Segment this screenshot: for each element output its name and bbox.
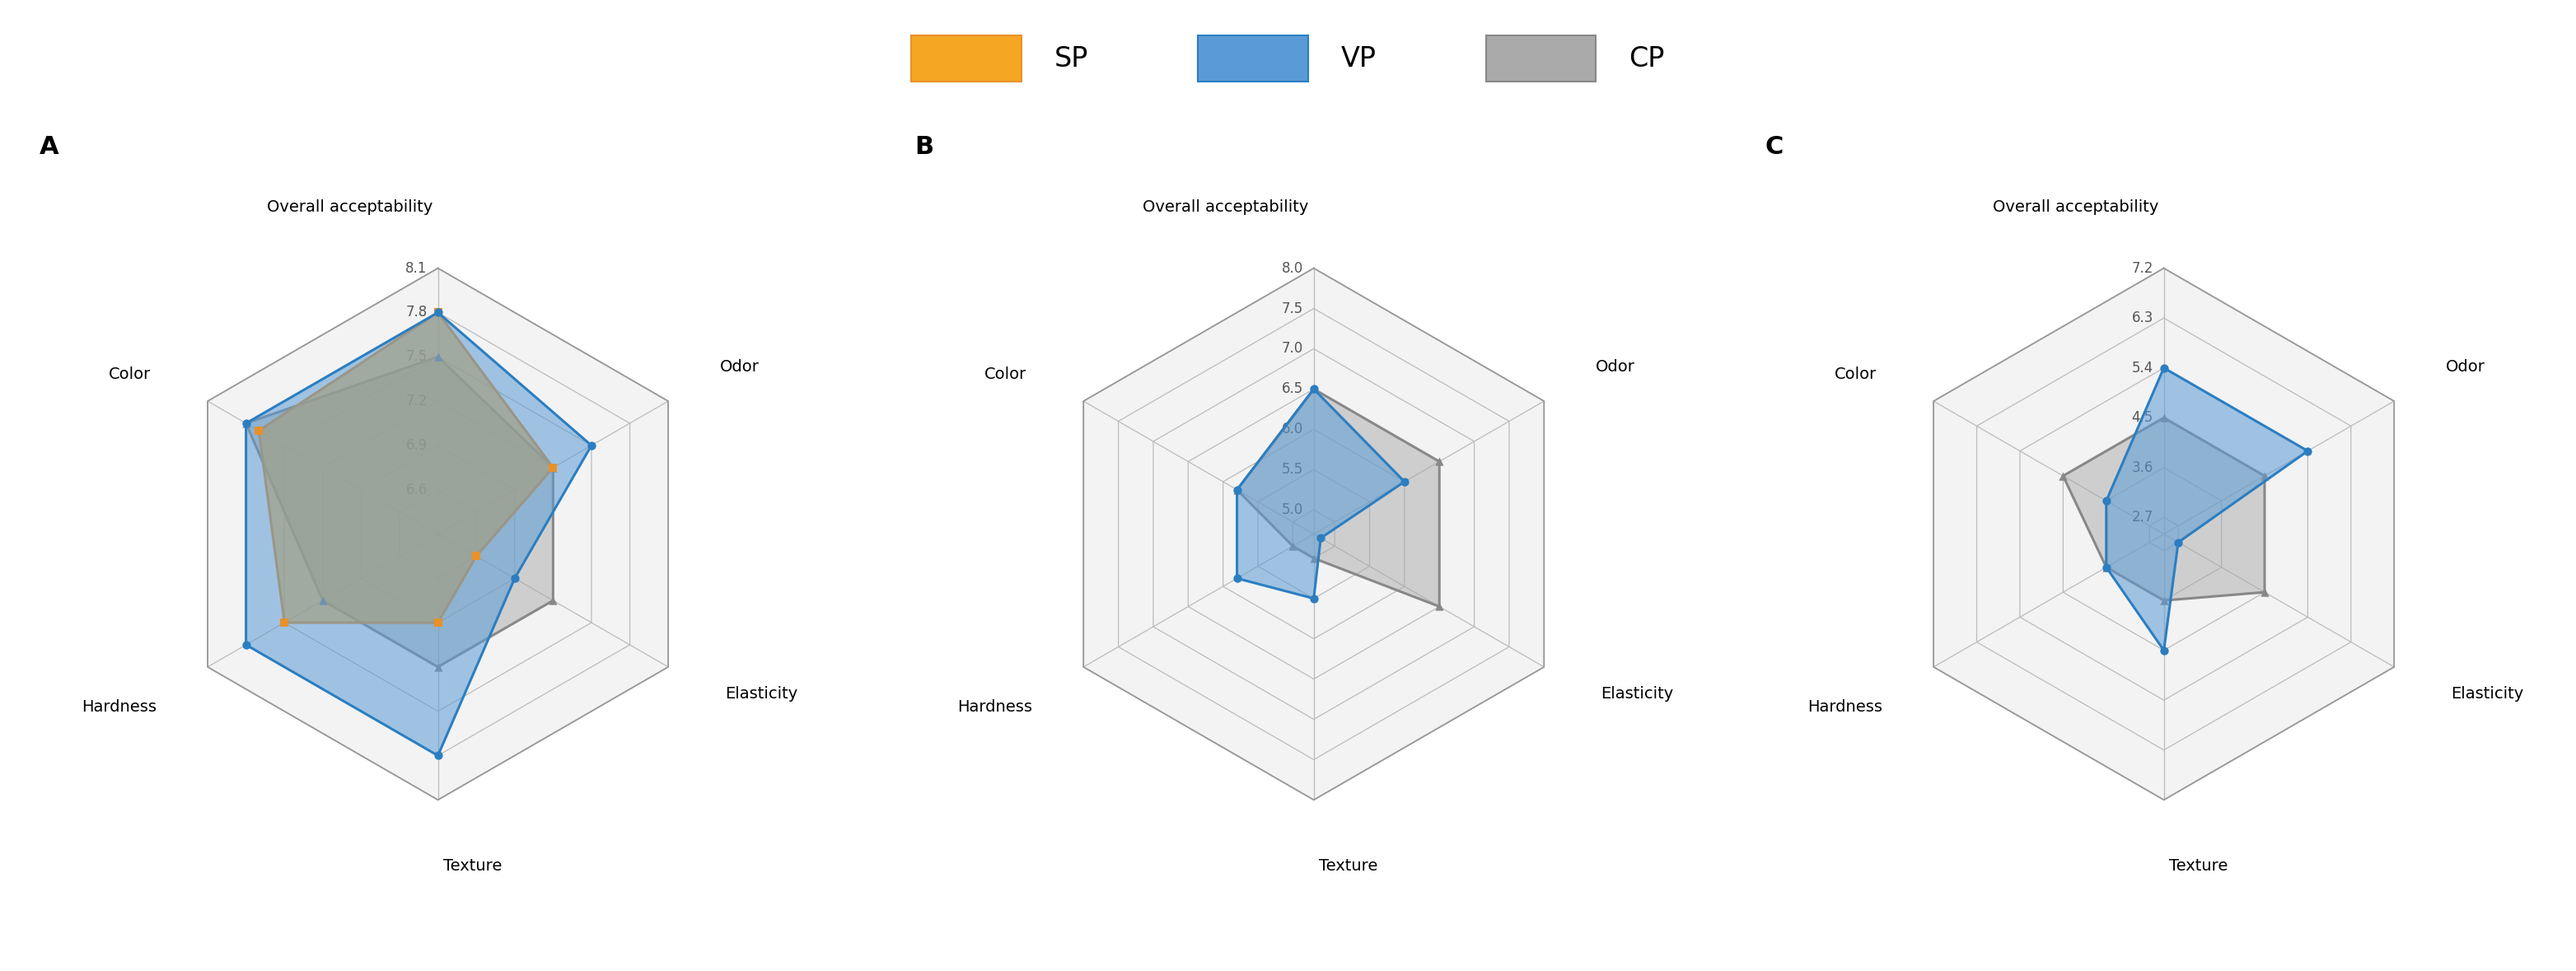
Text: Color: Color — [108, 367, 152, 383]
Point — [417, 305, 459, 320]
Polygon shape — [247, 313, 592, 755]
Text: Color: Color — [984, 367, 1028, 383]
Text: 7.8: 7.8 — [404, 305, 428, 319]
Point — [2087, 559, 2128, 575]
Text: 8.0: 8.0 — [1280, 261, 1303, 276]
Point — [227, 637, 268, 653]
Point — [417, 349, 459, 364]
Point — [533, 460, 574, 476]
Text: Elasticity: Elasticity — [1600, 686, 1674, 701]
Text: Odor: Odor — [1595, 359, 1636, 375]
Polygon shape — [2063, 418, 2264, 600]
Text: 7.0: 7.0 — [1280, 342, 1303, 356]
Point — [2087, 559, 2128, 575]
Text: 2.7: 2.7 — [2130, 510, 2154, 525]
Point — [1273, 538, 1314, 553]
Text: 6.5: 6.5 — [1280, 382, 1303, 396]
Text: 7.2: 7.2 — [2130, 261, 2154, 276]
Point — [2143, 410, 2184, 425]
Point — [1293, 382, 1334, 397]
Point — [417, 305, 459, 320]
Polygon shape — [258, 313, 554, 622]
Point — [1383, 474, 1425, 489]
Text: Hardness: Hardness — [82, 699, 157, 715]
Point — [2159, 535, 2200, 551]
Text: 6.9: 6.9 — [404, 438, 428, 452]
Point — [1293, 382, 1334, 397]
Point — [456, 549, 497, 564]
Point — [572, 438, 613, 453]
Text: 6.6: 6.6 — [404, 483, 428, 497]
Point — [263, 615, 304, 630]
Point — [1301, 530, 1342, 546]
Point — [2143, 360, 2184, 376]
Text: Hardness: Hardness — [958, 699, 1033, 715]
Text: 7.5: 7.5 — [404, 350, 428, 364]
Text: 4.5: 4.5 — [2130, 411, 2154, 425]
Point — [2287, 443, 2329, 458]
Polygon shape — [1935, 268, 2393, 800]
Point — [1293, 551, 1334, 566]
Text: 6.3: 6.3 — [2130, 311, 2154, 325]
Point — [1216, 482, 1257, 497]
Point — [417, 748, 459, 763]
Polygon shape — [2107, 368, 2308, 651]
Polygon shape — [247, 356, 554, 667]
Point — [1293, 590, 1334, 606]
Point — [533, 592, 574, 608]
Point — [2244, 585, 2285, 600]
Point — [2087, 493, 2128, 509]
Point — [2043, 468, 2084, 484]
Point — [2143, 592, 2184, 608]
Point — [533, 460, 574, 476]
Text: Texture: Texture — [443, 858, 502, 874]
Point — [417, 615, 459, 630]
Text: Odor: Odor — [2445, 359, 2486, 375]
Text: 8.1: 8.1 — [404, 261, 428, 276]
Text: 3.6: 3.6 — [2130, 460, 2154, 475]
Text: Color: Color — [1834, 367, 1878, 383]
Text: Elasticity: Elasticity — [724, 686, 799, 701]
Point — [1419, 599, 1461, 615]
Point — [227, 416, 268, 431]
Polygon shape — [209, 268, 667, 800]
Text: Texture: Texture — [1319, 858, 1378, 874]
Polygon shape — [1084, 268, 1543, 800]
Point — [2244, 468, 2285, 484]
Point — [227, 416, 268, 431]
Text: 7.5: 7.5 — [1280, 301, 1303, 316]
Text: A: A — [39, 135, 59, 159]
Point — [2143, 643, 2184, 658]
Text: Odor: Odor — [719, 359, 760, 375]
Point — [417, 659, 459, 675]
Text: 5.5: 5.5 — [1280, 462, 1303, 477]
Text: 7.2: 7.2 — [404, 393, 428, 409]
Point — [1419, 453, 1461, 469]
Text: 5.0: 5.0 — [1280, 502, 1303, 518]
Point — [495, 571, 536, 586]
Point — [301, 592, 343, 608]
Text: C: C — [1765, 135, 1783, 159]
Text: 6.0: 6.0 — [1280, 422, 1303, 437]
Legend: SP, VP, CP: SP, VP, CP — [912, 35, 1664, 82]
Point — [1216, 571, 1257, 586]
Text: Overall acceptability: Overall acceptability — [268, 199, 433, 215]
Polygon shape — [1236, 389, 1404, 598]
Text: B: B — [914, 135, 935, 159]
Text: Hardness: Hardness — [1808, 699, 1883, 715]
Text: Elasticity: Elasticity — [2450, 686, 2524, 701]
Text: Overall acceptability: Overall acceptability — [1144, 199, 1309, 215]
Point — [1216, 482, 1257, 497]
Point — [237, 423, 278, 439]
Text: Overall acceptability: Overall acceptability — [1994, 199, 2159, 215]
Polygon shape — [1236, 389, 1440, 607]
Text: Texture: Texture — [2169, 858, 2228, 874]
Text: 5.4: 5.4 — [2130, 360, 2154, 376]
